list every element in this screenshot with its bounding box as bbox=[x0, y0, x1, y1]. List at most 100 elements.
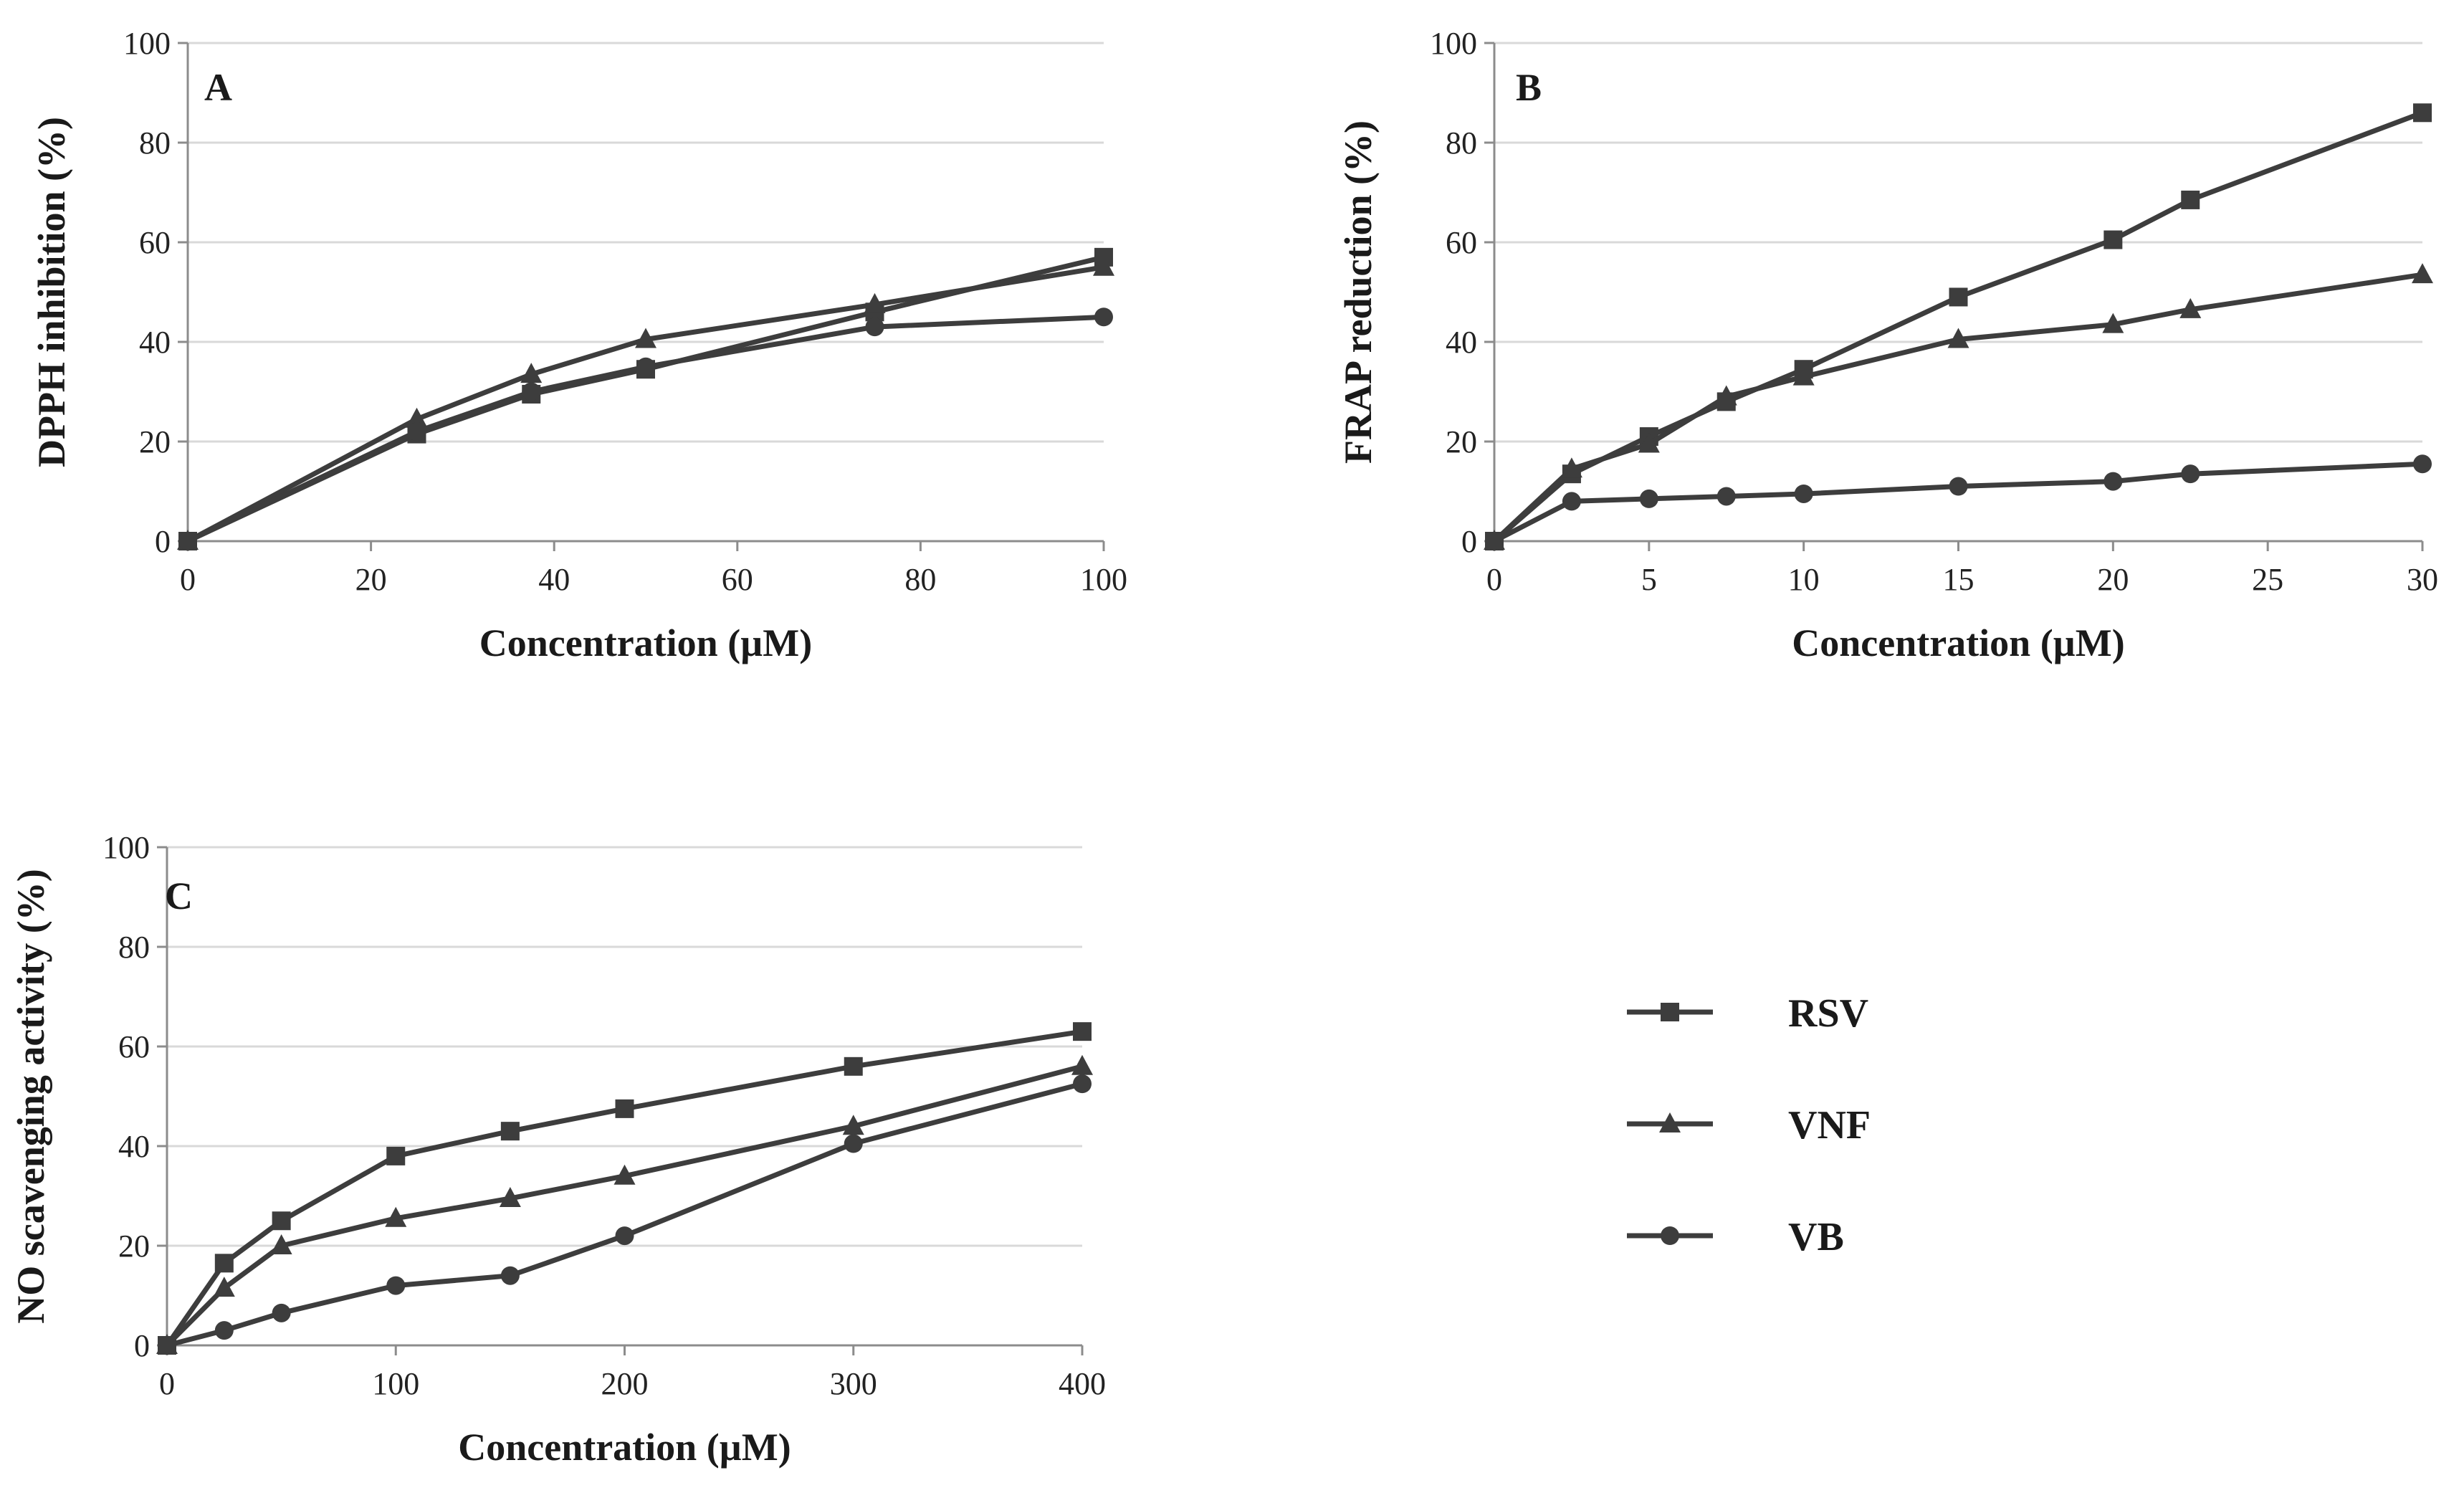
y-tick-label: 80 bbox=[139, 125, 171, 161]
data-point-rsv bbox=[1949, 287, 1968, 307]
chart-panel-c: 0 20 40 60 80 100 0 100 200 300 400 Concentration (… bbox=[9, 830, 1106, 1469]
data-point-vnf bbox=[1792, 365, 1815, 386]
data-point-vnf bbox=[213, 1277, 235, 1297]
y-tick-label: 20 bbox=[1446, 424, 1477, 459]
series-line-vb bbox=[1491, 461, 2425, 544]
data-point-vnf bbox=[1947, 328, 1969, 348]
y-tick-label: 60 bbox=[139, 225, 171, 260]
series-rsv bbox=[158, 1022, 1092, 1355]
data-point-vb bbox=[272, 1303, 291, 1322]
legend-label: RSV bbox=[1788, 991, 1868, 1036]
y-tick-label: 20 bbox=[118, 1229, 150, 1264]
data-point-vnf bbox=[520, 363, 543, 383]
data-point-vnf bbox=[1560, 457, 1582, 478]
data-point-vnf bbox=[864, 292, 886, 313]
y-tick-label: 0 bbox=[1461, 524, 1477, 559]
legend-marker-square bbox=[1661, 1003, 1679, 1021]
series-line-vnf bbox=[164, 1064, 1085, 1348]
data-point-vb bbox=[1639, 489, 1658, 508]
y-tick-label: 100 bbox=[102, 830, 150, 865]
legend-label: VB bbox=[1788, 1215, 1844, 1259]
data-point-vnf bbox=[385, 1206, 407, 1227]
data-point-vb bbox=[214, 1321, 234, 1340]
y-axis-title: NO scavenging activity (%) bbox=[9, 869, 52, 1323]
series-vb bbox=[158, 1074, 1092, 1355]
data-point-vb bbox=[1794, 484, 1813, 503]
data-point-vb bbox=[1716, 487, 1736, 506]
series-line-vb bbox=[164, 1081, 1085, 1348]
data-point-vnf bbox=[2412, 263, 2433, 284]
y-tick-label: 40 bbox=[139, 325, 171, 360]
data-point-vnf bbox=[406, 407, 428, 428]
data-point-vnf bbox=[499, 1186, 521, 1207]
x-tick-label: 100 bbox=[1080, 562, 1127, 597]
legend-item-rsv: RSV bbox=[1627, 991, 1868, 1036]
y-tick-label: 40 bbox=[1446, 325, 1477, 360]
data-point-vb bbox=[522, 382, 541, 401]
data-point-vb bbox=[865, 318, 884, 337]
data-point-vb bbox=[636, 357, 655, 376]
y-tick-label: 20 bbox=[139, 424, 171, 459]
data-point-vnf bbox=[1093, 255, 1114, 276]
data-point-vb bbox=[844, 1134, 863, 1153]
data-point-vb bbox=[1562, 492, 1581, 511]
y-axis-title: FRAP reduction (%) bbox=[1337, 120, 1380, 464]
legend: RSV VNF VB bbox=[1627, 991, 1871, 1259]
data-point-vnf bbox=[1071, 1054, 1093, 1075]
data-point-rsv bbox=[500, 1122, 520, 1141]
panel-letter: B bbox=[1516, 66, 1542, 109]
x-tick-label: 300 bbox=[830, 1366, 877, 1401]
x-tick-label: 0 bbox=[1486, 562, 1502, 597]
chart-panel-a: 0 20 40 60 80 100 0 20 40 60 80 100 Concentration (µ… bbox=[30, 26, 1127, 664]
series-line-vb bbox=[185, 314, 1107, 544]
y-tick-label: 80 bbox=[1446, 125, 1477, 161]
y-tick-label: 60 bbox=[118, 1029, 150, 1064]
panel-letter: C bbox=[165, 874, 193, 917]
data-point-vb bbox=[158, 1336, 176, 1355]
data-point-vb bbox=[2181, 464, 2200, 484]
data-point-rsv bbox=[272, 1211, 291, 1231]
data-point-rsv bbox=[615, 1099, 634, 1118]
data-point-vb bbox=[615, 1226, 634, 1246]
x-tick-label: 60 bbox=[722, 562, 753, 597]
x-tick-label: 40 bbox=[538, 562, 570, 597]
x-tick-label: 200 bbox=[601, 1366, 649, 1401]
data-point-rsv bbox=[2413, 103, 2432, 123]
data-point-vb bbox=[1073, 1074, 1092, 1094]
y-axis-title: DPPH inhibition (%) bbox=[30, 117, 73, 467]
x-tick-label: 25 bbox=[2252, 562, 2283, 597]
data-point-vb bbox=[500, 1266, 520, 1285]
data-point-rsv bbox=[1073, 1022, 1092, 1041]
y-tick-label: 0 bbox=[134, 1328, 150, 1363]
data-point-vnf bbox=[2102, 313, 2124, 333]
series-vnf bbox=[177, 255, 1114, 550]
data-point-vnf bbox=[842, 1115, 864, 1135]
series-vb bbox=[1485, 454, 2432, 550]
data-point-vb bbox=[1949, 477, 1968, 496]
data-point-vb bbox=[178, 532, 197, 550]
x-tick-label: 10 bbox=[1788, 562, 1820, 597]
data-point-rsv bbox=[844, 1057, 863, 1076]
x-axis-title: Concentration (µM) bbox=[458, 1426, 791, 1469]
series-vb bbox=[178, 307, 1113, 550]
legend-item-vb: VB bbox=[1627, 1215, 1844, 1259]
legend-marker-triangle bbox=[1659, 1112, 1681, 1132]
legend-item-vnf: VNF bbox=[1627, 1103, 1871, 1148]
data-point-vb bbox=[1094, 307, 1113, 327]
data-point-vnf bbox=[613, 1164, 636, 1185]
series-line-rsv bbox=[1491, 110, 2425, 544]
y-tick-label: 100 bbox=[1430, 26, 1477, 61]
series-line-rsv bbox=[185, 254, 1107, 544]
data-point-vnf bbox=[1638, 432, 1660, 453]
y-tick-label: 80 bbox=[118, 930, 150, 965]
data-point-rsv bbox=[2104, 230, 2123, 249]
x-axis-title: Concentration (µM) bbox=[479, 621, 813, 664]
data-point-vnf bbox=[2179, 297, 2202, 318]
x-tick-label: 20 bbox=[2097, 562, 2129, 597]
data-point-vb bbox=[2104, 472, 2123, 491]
data-point-rsv bbox=[214, 1254, 234, 1273]
data-point-vb bbox=[1485, 532, 1504, 550]
x-axis-title: Concentration (µM) bbox=[1792, 621, 2125, 664]
x-tick-label: 30 bbox=[2407, 562, 2438, 597]
